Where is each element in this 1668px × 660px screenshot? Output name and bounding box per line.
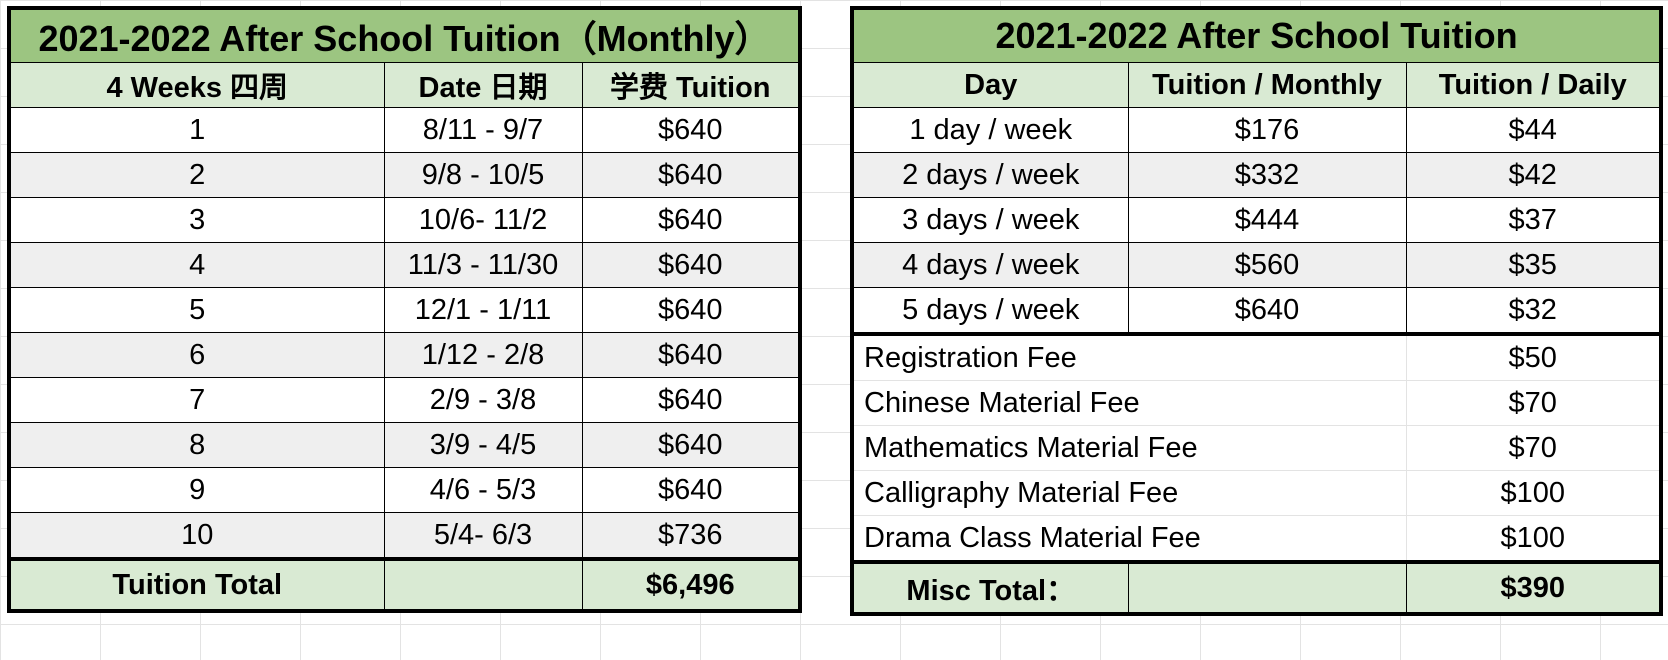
day-cell: 3 days / week [851,197,1129,243]
date-cell: 4/6 - 5/3 [383,467,583,513]
date-cell: 10/6- 11/2 [383,197,583,243]
fee-amount: $100 [1405,470,1661,516]
table-row: 3 days / week $444 $37 [851,197,1662,243]
daily-cell: $37 [1405,197,1662,243]
table-row: 5 days / week $640 $32 [851,287,1662,335]
tuition-cell: $640 [581,152,801,198]
tuition-total-empty [383,558,583,612]
fee-label: Mathematics Material Fee [851,425,1406,471]
fee-row: Mathematics Material Fee $70 [851,425,1661,471]
tuition-cell: $640 [581,377,801,423]
monthly-tuition-table: 2021-2022 After School Tuition（Monthly） … [7,6,803,613]
week-cell: 7 [8,377,385,423]
table-row: 4 days / week $560 $35 [851,242,1662,288]
table-row: 7 2/9 - 3/8 $640 [8,377,801,423]
table-row: 4 11/3 - 11/30 $640 [8,242,801,288]
tuition-total-label: Tuition Total [8,558,385,612]
col-header-day: Day [851,62,1129,108]
fee-row: Chinese Material Fee $70 [851,380,1661,426]
tuition-cell: $736 [581,512,801,560]
table-row: 6 1/12 - 2/8 $640 [8,332,801,378]
table-row: 1 day / week $176 $44 [851,107,1662,153]
misc-total-label: Misc Total： [851,560,1129,615]
date-cell: 8/11 - 9/7 [383,107,583,153]
week-cell: 4 [8,242,385,288]
tuition-cell: $640 [581,332,801,378]
week-cell: 8 [8,422,385,468]
date-cell: 5/4- 6/3 [383,512,583,560]
fee-row: Calligraphy Material Fee $100 [851,470,1661,516]
monthly-cell: $640 [1127,287,1407,335]
table-title-row: 2021-2022 After School Tuition [851,7,1662,63]
rates-table-title: 2021-2022 After School Tuition [851,7,1662,63]
fee-amount: $70 [1405,380,1661,426]
tuition-total-value: $6,496 [581,558,801,612]
tuition-total-row: Tuition Total $6,496 [8,558,801,612]
fee-amount: $50 [1405,332,1661,381]
week-cell: 6 [8,332,385,378]
day-cell: 4 days / week [851,242,1129,288]
date-cell: 1/12 - 2/8 [383,332,583,378]
table-row: 10 5/4- 6/3 $736 [8,512,801,560]
misc-total-row: Misc Total： $390 [851,560,1662,615]
table-row: 9 4/6 - 5/3 $640 [8,467,801,513]
fee-label: Drama Class Material Fee [851,515,1406,562]
date-cell: 2/9 - 3/8 [383,377,583,423]
daily-cell: $35 [1405,242,1662,288]
week-cell: 5 [8,287,385,333]
table-row: 2 9/8 - 10/5 $640 [8,152,801,198]
rates-table: 2021-2022 After School Tuition Day Tuiti… [850,6,1663,616]
week-cell: 3 [8,197,385,243]
col-header-monthly: Tuition / Monthly [1127,62,1407,108]
col-header-date: Date 日期 [383,62,583,108]
table-row: 2 days / week $332 $42 [851,152,1662,198]
table-row: 3 10/6- 11/2 $640 [8,197,801,243]
fee-row: Drama Class Material Fee $100 [851,515,1661,562]
date-cell: 12/1 - 1/11 [383,287,583,333]
week-cell: 1 [8,107,385,153]
date-cell: 3/9 - 4/5 [383,422,583,468]
date-cell: 9/8 - 10/5 [383,152,583,198]
col-header-weeks: 4 Weeks 四周 [8,62,385,108]
table-title-row: 2021-2022 After School Tuition（Monthly） [8,7,801,63]
fee-amount: $70 [1405,425,1661,471]
misc-total-empty [1127,560,1407,615]
monthly-cell: $176 [1127,107,1407,153]
monthly-table-title: 2021-2022 After School Tuition（Monthly） [8,7,801,63]
col-header-tuition: 学费 Tuition [581,62,801,108]
fee-label: Registration Fee [851,332,1406,381]
tuition-cell: $640 [581,422,801,468]
date-cell: 11/3 - 11/30 [383,242,583,288]
misc-total-value: $390 [1405,560,1662,615]
fee-amount: $100 [1405,515,1661,562]
daily-cell: $42 [1405,152,1662,198]
monthly-cell: $444 [1127,197,1407,243]
tuition-cell: $640 [581,242,801,288]
monthly-cell: $332 [1127,152,1407,198]
monthly-cell: $560 [1127,242,1407,288]
week-cell: 2 [8,152,385,198]
table-row: 1 8/11 - 9/7 $640 [8,107,801,153]
header-row: Day Tuition / Monthly Tuition / Daily [851,62,1662,108]
header-row: 4 Weeks 四周 Date 日期 学费 Tuition [8,62,801,108]
week-cell: 9 [8,467,385,513]
col-header-daily: Tuition / Daily [1405,62,1662,108]
day-cell: 1 day / week [851,107,1129,153]
tuition-cell: $640 [581,107,801,153]
tuition-cell: $640 [581,197,801,243]
week-cell: 10 [8,512,385,560]
fee-label: Chinese Material Fee [851,380,1406,426]
daily-cell: $44 [1405,107,1662,153]
day-cell: 2 days / week [851,152,1129,198]
daily-cell: $32 [1405,287,1662,335]
tuition-cell: $640 [581,467,801,513]
tuition-cell: $640 [581,287,801,333]
day-cell: 5 days / week [851,287,1129,335]
fee-row: Registration Fee $50 [851,332,1661,381]
table-row: 5 12/1 - 1/11 $640 [8,287,801,333]
fee-label: Calligraphy Material Fee [851,470,1406,516]
table-row: 8 3/9 - 4/5 $640 [8,422,801,468]
